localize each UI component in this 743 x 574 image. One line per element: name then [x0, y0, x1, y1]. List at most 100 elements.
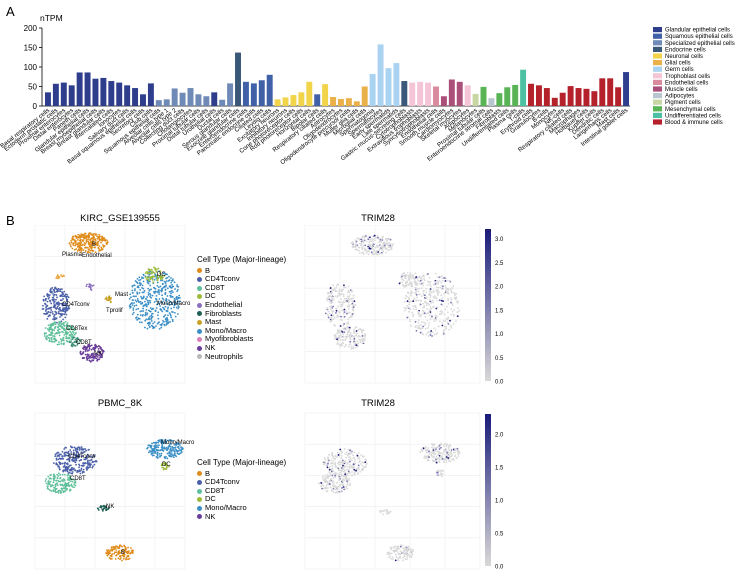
cluster-label: CD8Tex [66, 326, 87, 332]
legend-label: Trophoblast cells [665, 74, 710, 80]
colorbar-tick-label: 2.0 [495, 285, 504, 291]
bar [361, 86, 368, 106]
legend-dot [197, 514, 202, 520]
bar [520, 69, 527, 106]
kirc-legend-title: Cell Type (Major-lineage) [197, 255, 287, 264]
legend-label: Neuronal cells [665, 54, 703, 60]
y-tick-label: 0 [33, 102, 38, 111]
kirc-cell-type-legend: Cell Type (Major-lineage) B CD4Tconv CD8T D… [197, 255, 287, 362]
legend-item: B [197, 468, 286, 479]
cluster-CD8T [44, 472, 77, 494]
legend-label: DC [205, 291, 216, 301]
bar [464, 85, 471, 106]
cluster-DC [160, 461, 170, 471]
cluster-NK [96, 504, 110, 512]
legend-item: NK [197, 511, 286, 522]
bar [274, 99, 281, 106]
cluster-label: Mono/Macro [157, 301, 191, 307]
bar [401, 81, 408, 106]
bar [84, 72, 91, 106]
legend-item: Neutrophils [197, 351, 286, 362]
bar [345, 98, 352, 106]
legend-label: Adipocytes [665, 94, 694, 100]
cluster-label: B [121, 550, 125, 556]
legend-swatch [653, 73, 662, 79]
legend-item: CD4Tconv [197, 275, 286, 284]
legend-dot [197, 345, 202, 351]
legend-dot [197, 505, 202, 511]
pbmc-umap: CD4Tconv Mono/Macro DC CD8T NK B [34, 412, 195, 570]
legend-label: Specialized epithelial cells [665, 41, 735, 47]
legend-label: Glandular epithelial cells [665, 28, 730, 34]
legend-swatch [653, 27, 662, 33]
bar [314, 94, 321, 106]
bar [266, 74, 273, 106]
colorbar-tick-label: 2.0 [495, 432, 504, 438]
bar [147, 83, 154, 106]
cluster-label: Mono/Macro [161, 440, 195, 446]
legend-label: Mono/Macro [205, 502, 247, 512]
legend-swatch [653, 66, 662, 72]
cluster-Plasma [55, 274, 65, 280]
bar [512, 84, 519, 106]
cluster-Tprolif [68, 336, 82, 348]
bar [496, 93, 503, 106]
legend-swatch [653, 119, 662, 125]
y-axis-label: nTPM [40, 13, 63, 23]
legend-dot [197, 285, 202, 291]
bar [60, 82, 67, 106]
pbmc-trim28-umap: 2.0 1.5 1.0 0.5 0.0 [304, 412, 504, 571]
legend-label: CD8T [205, 282, 225, 292]
colorbar-tick-label: 0.0 [495, 380, 504, 386]
bar [353, 101, 360, 106]
bar [140, 94, 146, 106]
bar [195, 94, 202, 106]
legend-label: B [205, 468, 211, 478]
expr-cluster [322, 448, 368, 478]
cluster-label: DC [157, 272, 166, 278]
expr-cluster [350, 234, 395, 256]
cluster-label: Endothelial [82, 253, 112, 259]
colorbar-tick-label: 0.5 [495, 531, 504, 537]
legend-swatch [653, 86, 662, 92]
bar [440, 96, 447, 106]
legend-dot [197, 337, 202, 343]
bar [409, 82, 416, 106]
cluster-Mono-Macro [146, 438, 184, 460]
expr-cluster [386, 544, 415, 562]
pbmc-cell-type-legend: Cell Type (Major-lineage) B CD4Tconv CD8T D… [197, 458, 286, 522]
legend-dot [197, 328, 202, 334]
legend-label: Endothelial cells [665, 80, 708, 86]
bar [242, 81, 249, 106]
bar [124, 85, 131, 106]
bar [108, 81, 115, 106]
bar [417, 81, 424, 106]
legend-swatch [653, 106, 662, 112]
cluster-label: CD4Tconv [68, 454, 96, 460]
colorbar [485, 414, 491, 566]
bar [583, 88, 590, 106]
colorbar [485, 229, 491, 381]
bar [179, 92, 186, 106]
expr-cluster [333, 325, 367, 350]
legend-dot [197, 268, 202, 274]
legend-label: CD4Tconv [205, 274, 240, 284]
bar [575, 88, 582, 106]
pbmc-umap-title: PBMC_8K [97, 398, 143, 409]
legend-swatch [653, 46, 662, 52]
colorbar-tick-label: 0.5 [495, 356, 504, 362]
cluster-label: Tprolif [106, 308, 123, 314]
bar [227, 83, 234, 106]
bar [250, 83, 257, 106]
legend-label: Undifferentiated cells [665, 113, 721, 119]
cluster-label: Plasma [62, 252, 83, 258]
legend-label: Neutrophils [205, 351, 243, 361]
bar [330, 97, 337, 106]
legend-label: NK [205, 511, 216, 521]
bar [480, 86, 487, 106]
legend-swatch [653, 93, 662, 99]
legend-label: Germ cells [665, 67, 694, 73]
